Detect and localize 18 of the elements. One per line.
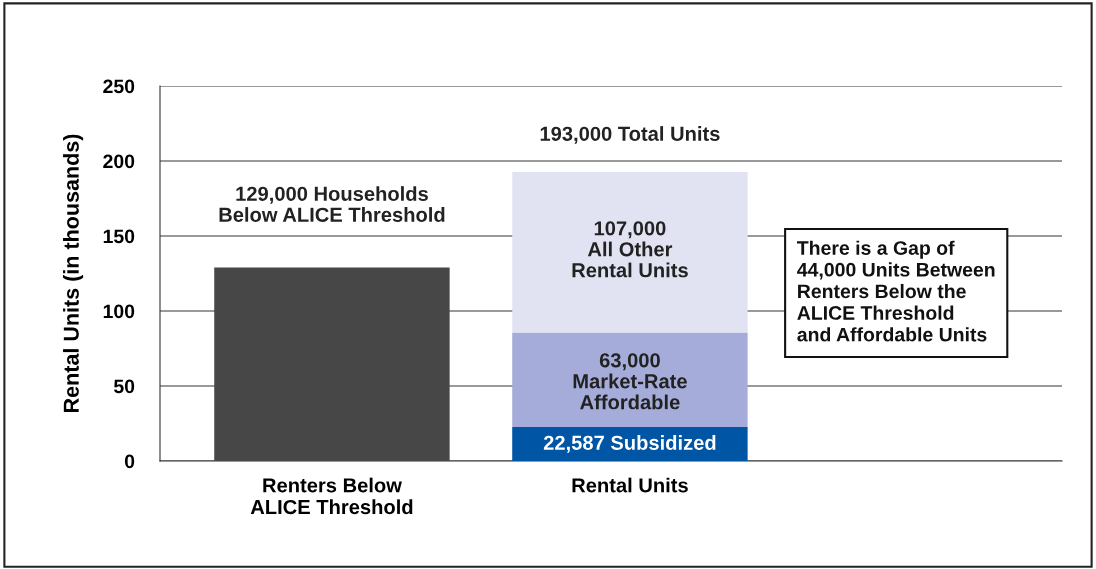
x-tick-label: Rental Units <box>572 477 688 493</box>
y-tick-label: 250 <box>103 79 135 94</box>
annotation: 129,000 Households Below ALICE Threshold <box>219 186 445 222</box>
text: There is a Gap of 44,000 Units Between Renters Below the ALICE Threshold and Affordable Units <box>797 240 995 342</box>
y-tick-label: 150 <box>103 229 135 244</box>
y-tick-label: 50 <box>113 379 135 394</box>
annotation: 22,587 Subsidized <box>543 435 716 453</box>
annotation: 107,000 All Other Rental Units <box>572 221 688 278</box>
annotation: 193,000 Total Units <box>540 126 720 144</box>
y-tick-label: 100 <box>103 304 135 319</box>
x-tick-label: Renters Below ALICE Threshold <box>250 477 413 515</box>
y-axis-title: Rental Units (in thousands) <box>63 134 84 412</box>
y-tick-label: 0 <box>124 454 135 469</box>
y-tick-label: 200 <box>103 154 135 169</box>
bar <box>512 332 748 428</box>
annotation: 63,000 Market-Rate Affordable <box>573 353 687 410</box>
bar <box>512 172 748 333</box>
bar <box>214 267 450 461</box>
